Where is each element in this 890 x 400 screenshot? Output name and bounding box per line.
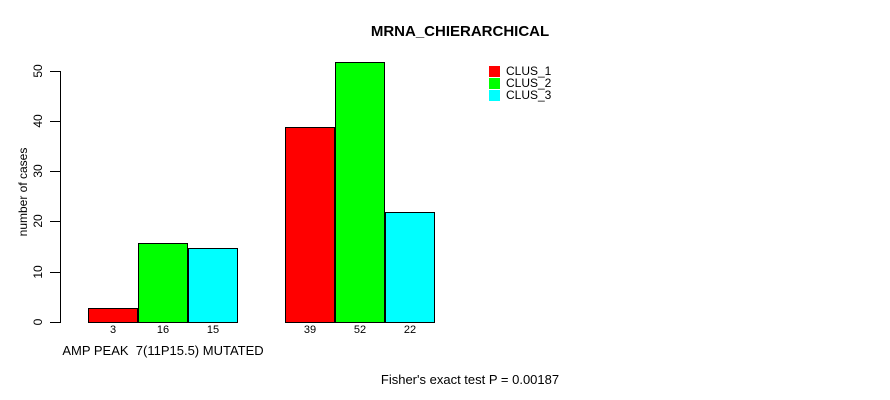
y-axis-line <box>60 71 61 323</box>
chart-title: MRNA_CHIERARCHICAL <box>370 23 550 40</box>
y-tick-40 <box>50 121 60 122</box>
legend-row-clus_2: CLUS_2 <box>489 76 552 90</box>
y-tick-label-50: 50 <box>31 64 45 78</box>
legend-row-clus_3: CLUS_3 <box>489 88 552 102</box>
bar-clus_1-group1 <box>88 308 138 323</box>
bar-value-label: 39 <box>303 324 317 336</box>
bar-value-label: 22 <box>403 324 417 336</box>
bar-clus_1-group2 <box>285 127 335 323</box>
y-tick-label-10: 10 <box>31 265 45 279</box>
y-tick-20 <box>50 221 60 222</box>
bar-clus_2-group1 <box>138 243 188 323</box>
y-tick-0 <box>50 322 60 323</box>
y-axis-label: number of cases <box>16 147 30 237</box>
legend-swatch-clus_1 <box>489 66 500 77</box>
y-tick-50 <box>50 71 60 72</box>
y-tick-label-20: 20 <box>31 214 45 228</box>
bar-clus_3-group1 <box>188 248 238 323</box>
legend: CLUS_1 CLUS_2 CLUS_3 <box>489 64 552 102</box>
y-tick-label-30: 30 <box>31 164 45 178</box>
legend-swatch-clus_3 <box>489 90 500 101</box>
y-tick-30 <box>50 171 60 172</box>
legend-label-clus_1: CLUS_1 <box>506 64 552 78</box>
bar-value-label: 3 <box>109 324 117 336</box>
legend-row-clus_1: CLUS_1 <box>489 64 552 78</box>
fisher-test-note: Fisher's exact test P = 0.00187 <box>380 372 560 387</box>
bar-value-label: 16 <box>156 324 170 336</box>
bar-clus_2-group2 <box>335 62 385 323</box>
bar-value-label: 15 <box>206 324 220 336</box>
y-tick-label-40: 40 <box>31 114 45 128</box>
y-tick-label-0: 0 <box>31 318 45 326</box>
category-label-group1: AMP PEAK 7(11P15.5) MUTATED <box>62 343 264 358</box>
bar-clus_3-group2 <box>385 212 435 323</box>
bar-value-label: 52 <box>353 324 367 336</box>
legend-label-clus_2: CLUS_2 <box>506 76 552 90</box>
legend-swatch-clus_2 <box>489 78 500 89</box>
legend-label-clus_3: CLUS_3 <box>506 88 552 102</box>
y-tick-10 <box>50 272 60 273</box>
